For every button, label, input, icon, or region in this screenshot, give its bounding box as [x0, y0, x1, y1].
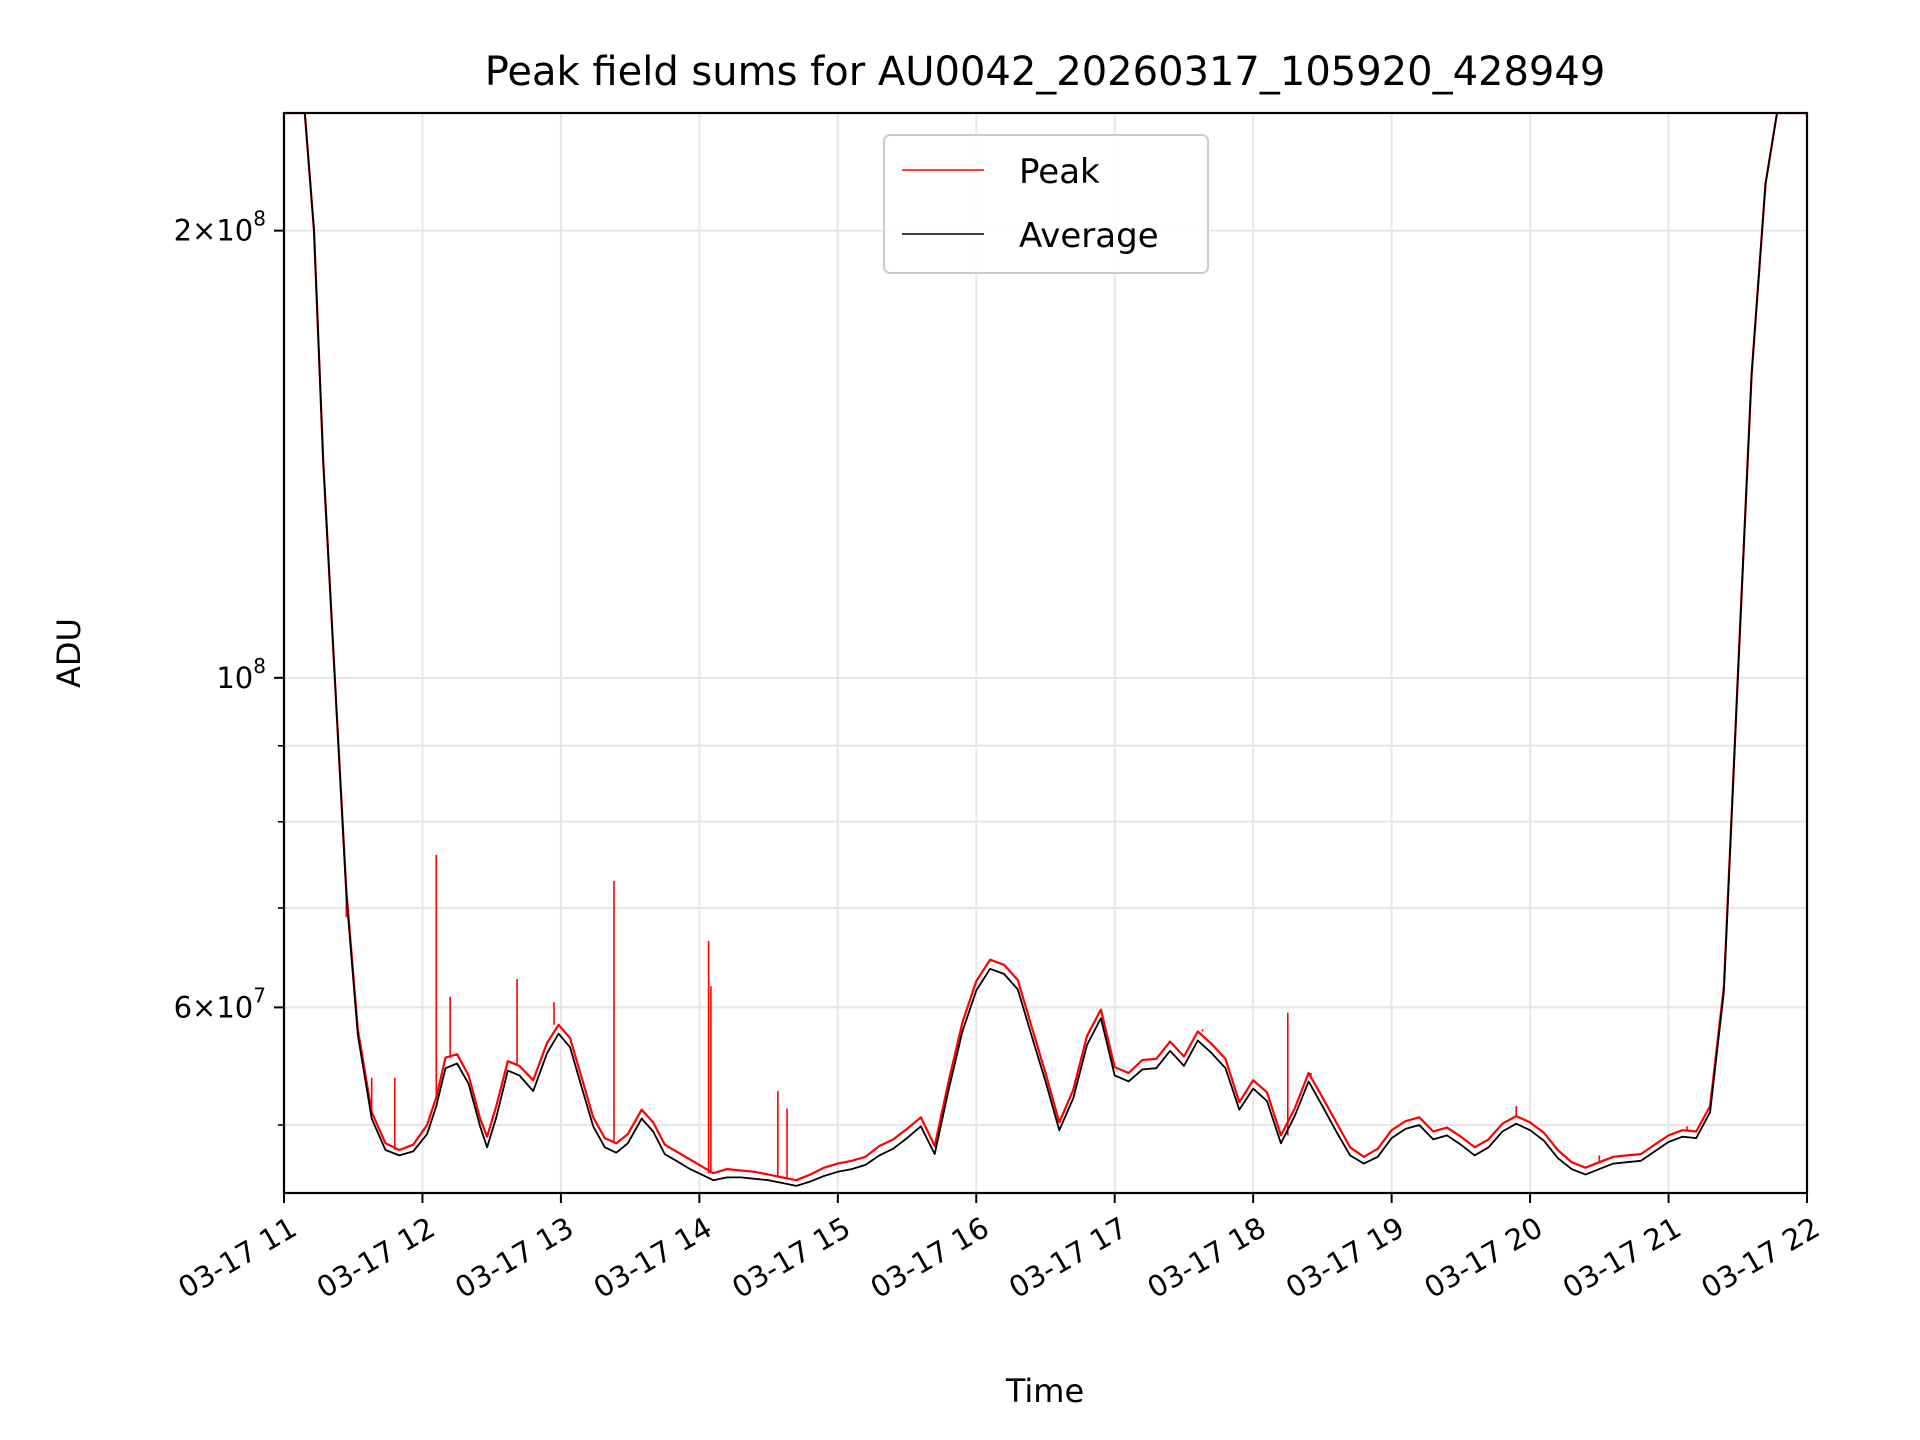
chart-title: Peak field sums for AU0042_20260317_1059… — [485, 49, 1606, 95]
y-tick-label: 108 — [216, 654, 266, 695]
y-tick-label: 6×107 — [174, 983, 266, 1024]
plot-frame — [282, 111, 1809, 1195]
series-line-peak — [284, 113, 1807, 1182]
series-line-average — [284, 113, 1807, 1187]
legend-label-average: Average — [1019, 216, 1159, 256]
legend: Peak Average — [883, 134, 1209, 274]
series-layer — [284, 113, 1807, 1187]
y-axis-label: ADU — [50, 618, 88, 688]
y-tick-label: 2×108 — [174, 207, 266, 248]
x-axis-label: Time — [1005, 1372, 1084, 1410]
legend-label-peak: Peak — [1019, 152, 1100, 192]
